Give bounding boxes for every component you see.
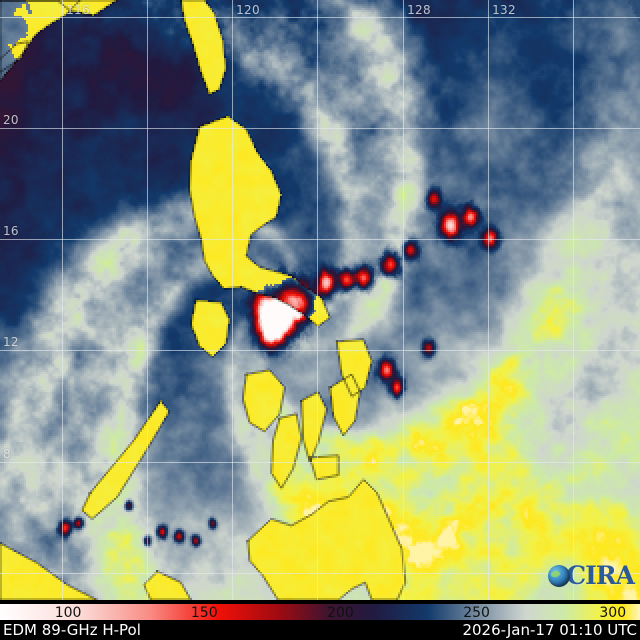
colorbar-tick-150: 150	[190, 605, 218, 621]
timestamp-label: 2026-Jan-17 01:10 UTC	[462, 621, 637, 639]
colorbar-tick-100: 100	[54, 605, 82, 621]
colorbar-tick-250: 250	[463, 605, 490, 621]
cira-wordmark: CIRA	[566, 561, 635, 590]
footer-bar: EDM 89-GHz H-Pol 2026-Jan-17 01:10 UTC	[0, 620, 640, 640]
colorbar-panel: 100 150 200 250 300	[0, 600, 640, 621]
sensor-label: EDM 89-GHz H-Pol	[3, 621, 141, 639]
colorbar-tick-300: 300	[599, 605, 627, 621]
brightness-temperature-colorbar: 100 150 200 250 300	[0, 604, 640, 621]
globe-icon	[548, 564, 571, 587]
cira-logo: CIRA	[548, 561, 635, 590]
satellite-imagery-panel: 116 120 128 132 20 16 12 8 CIRA	[0, 0, 640, 600]
colorbar-tick-200: 200	[327, 605, 354, 621]
microwave-brightness-temperature-raster	[0, 0, 640, 600]
